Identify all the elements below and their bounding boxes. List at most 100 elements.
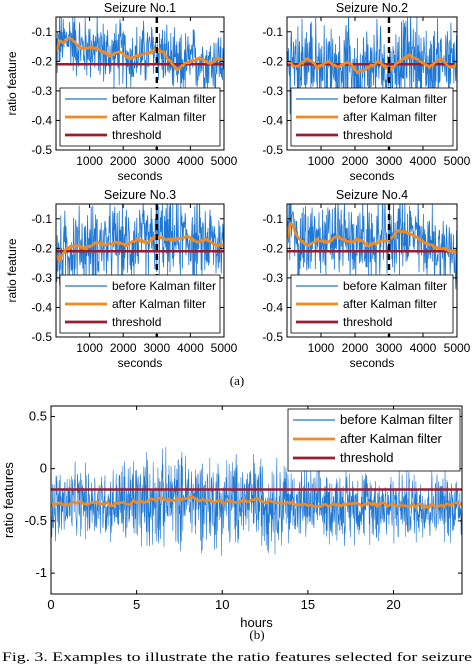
- legend-entry: threshold: [340, 450, 393, 465]
- axes-frame: [55, 203, 225, 338]
- y-tick-label: -0.4: [262, 300, 283, 314]
- chart-panel-a4: 1000 2000 3000 4000 5000 -0.1 -0.2 -0.3 -0.4 -0.5…: [262, 188, 470, 370]
- axes-frame: [50, 405, 463, 595]
- legend-entry: before Kalman filter: [340, 412, 453, 427]
- legend: before Kalman filter after Kalman filter t…: [59, 274, 221, 334]
- y-tick-label: -0.3: [262, 271, 283, 285]
- x-tick-label: 3000: [143, 154, 170, 168]
- y-tick-label: -0.1: [31, 25, 52, 39]
- axes-frame: [55, 16, 225, 151]
- x-tick-label: 2000: [110, 341, 137, 355]
- x-tick-label: 0: [47, 597, 54, 612]
- x-tick-label: 1000: [308, 154, 335, 168]
- legend-entry: before Kalman filter: [112, 279, 216, 293]
- chart-title: Seizure No.4: [336, 188, 408, 202]
- y-tick-label: -0.5: [31, 330, 52, 344]
- series-before-kalman: [287, 204, 457, 297]
- y-axis-label: ratio feature: [5, 238, 19, 302]
- x-tick-label: 2000: [342, 341, 369, 355]
- x-axis-label: seconds: [118, 169, 163, 183]
- x-tick-label: 4000: [177, 341, 204, 355]
- y-tick-label: -0.1: [262, 25, 283, 39]
- series-after-kalman: [51, 495, 462, 510]
- x-tick-label: 4000: [177, 154, 204, 168]
- chart-panel-a1: 1000 2000 3000 4000 5000 -0.1 -0.2 -0.3 -0.4 -0.5…: [5, 1, 238, 183]
- chart-panel-a3: 1000 2000 3000 4000 5000 -0.1 -0.2 -0.3 -0.4 -0.5…: [5, 188, 238, 370]
- x-tick-label: 4000: [410, 341, 437, 355]
- x-axis-label: hours: [240, 615, 273, 630]
- legend-entry: threshold: [343, 315, 392, 329]
- x-tick-label: 10: [215, 597, 229, 612]
- y-tick-label: 0: [40, 461, 47, 476]
- chart-panel-b: 0 5 10 15 20 0.5 0 -0.5 -1 hours ratio features bef…: [1, 405, 463, 630]
- axes-frame: [286, 203, 458, 338]
- y-tick-label: -0.2: [31, 54, 52, 68]
- y-tick-label: -0.2: [262, 241, 283, 255]
- y-axis-label: ratio feature: [5, 51, 19, 115]
- axes-frame: [286, 16, 458, 151]
- plot-area: [51, 447, 462, 556]
- x-axis-label: seconds: [118, 356, 163, 370]
- x-tick-label: 1000: [76, 154, 103, 168]
- legend-entry: threshold: [343, 128, 392, 142]
- chart-panel-a2: 1000 2000 3000 4000 5000 -0.1 -0.2 -0.3 -0.4 -0.5…: [262, 1, 470, 183]
- x-axis-label: seconds: [350, 169, 395, 183]
- legend-entry: threshold: [112, 128, 161, 142]
- legend-entry: before Kalman filter: [343, 279, 447, 293]
- y-tick-label: -0.4: [31, 300, 52, 314]
- y-tick-label: -0.5: [25, 513, 47, 528]
- series-after-kalman: [56, 36, 224, 72]
- legend: before Kalman filter after Kalman filter t…: [290, 274, 454, 334]
- x-tick-label: 5: [133, 597, 140, 612]
- y-tick-label: -0.1: [31, 212, 52, 226]
- x-tick-label: 1000: [308, 341, 335, 355]
- y-tick-label: -0.5: [262, 143, 283, 157]
- y-tick-label: -0.3: [262, 84, 283, 98]
- x-tick-label: 3000: [376, 341, 403, 355]
- y-tick-label: -0.4: [31, 113, 52, 127]
- y-axis-label: ratio features: [1, 462, 16, 538]
- x-tick-label: 5000: [444, 154, 471, 168]
- legend: before Kalman filter after Kalman filter t…: [290, 87, 454, 147]
- x-tick-label: 5000: [211, 154, 238, 168]
- x-tick-label: 5000: [211, 341, 238, 355]
- legend: before Kalman filter after Kalman filter t…: [287, 408, 461, 472]
- x-axis-label: seconds: [350, 356, 395, 370]
- legend-entry: before Kalman filter: [343, 92, 447, 106]
- legend-entry: threshold: [112, 315, 161, 329]
- legend: before Kalman filter after Kalman filter t…: [59, 87, 221, 147]
- y-tick-label: -0.5: [31, 143, 52, 157]
- y-tick-label: -0.1: [262, 212, 283, 226]
- chart-title: Seizure No.3: [104, 188, 176, 202]
- y-tick-label: -0.3: [31, 271, 52, 285]
- x-tick-label: 5000: [444, 341, 471, 355]
- legend-entry: before Kalman filter: [112, 92, 216, 106]
- y-tick-label: -0.3: [31, 84, 52, 98]
- y-tick-label: -0.2: [262, 54, 283, 68]
- series-after-kalman: [287, 53, 457, 75]
- x-tick-label: 2000: [342, 154, 369, 168]
- y-tick-label: -0.5: [262, 330, 283, 344]
- y-tick-label: 0.5: [29, 408, 47, 423]
- chart-title: Seizure No.2: [336, 1, 408, 15]
- x-tick-label: 15: [301, 597, 315, 612]
- x-tick-label: 3000: [376, 154, 403, 168]
- x-tick-label: 4000: [410, 154, 437, 168]
- x-tick-label: 1000: [76, 341, 103, 355]
- y-tick-label: -1: [35, 565, 47, 580]
- figure-caption: Fig. 3. Examples to illustrate the ratio…: [2, 649, 472, 664]
- series-after-kalman: [287, 222, 457, 254]
- legend-entry: after Kalman filter: [112, 297, 206, 311]
- series-before-kalman: [56, 17, 224, 97]
- x-tick-label: 3000: [143, 341, 170, 355]
- series-before-kalman: [51, 447, 462, 556]
- panel-label-b: (b): [249, 627, 264, 642]
- legend-entry: after Kalman filter: [340, 431, 443, 446]
- chart-title: Seizure No.1: [104, 1, 176, 15]
- y-tick-label: -0.4: [262, 113, 283, 127]
- x-tick-label: 2000: [110, 154, 137, 168]
- x-tick-label: 20: [386, 597, 400, 612]
- legend-entry: after Kalman filter: [343, 297, 437, 311]
- legend-entry: after Kalman filter: [112, 110, 206, 124]
